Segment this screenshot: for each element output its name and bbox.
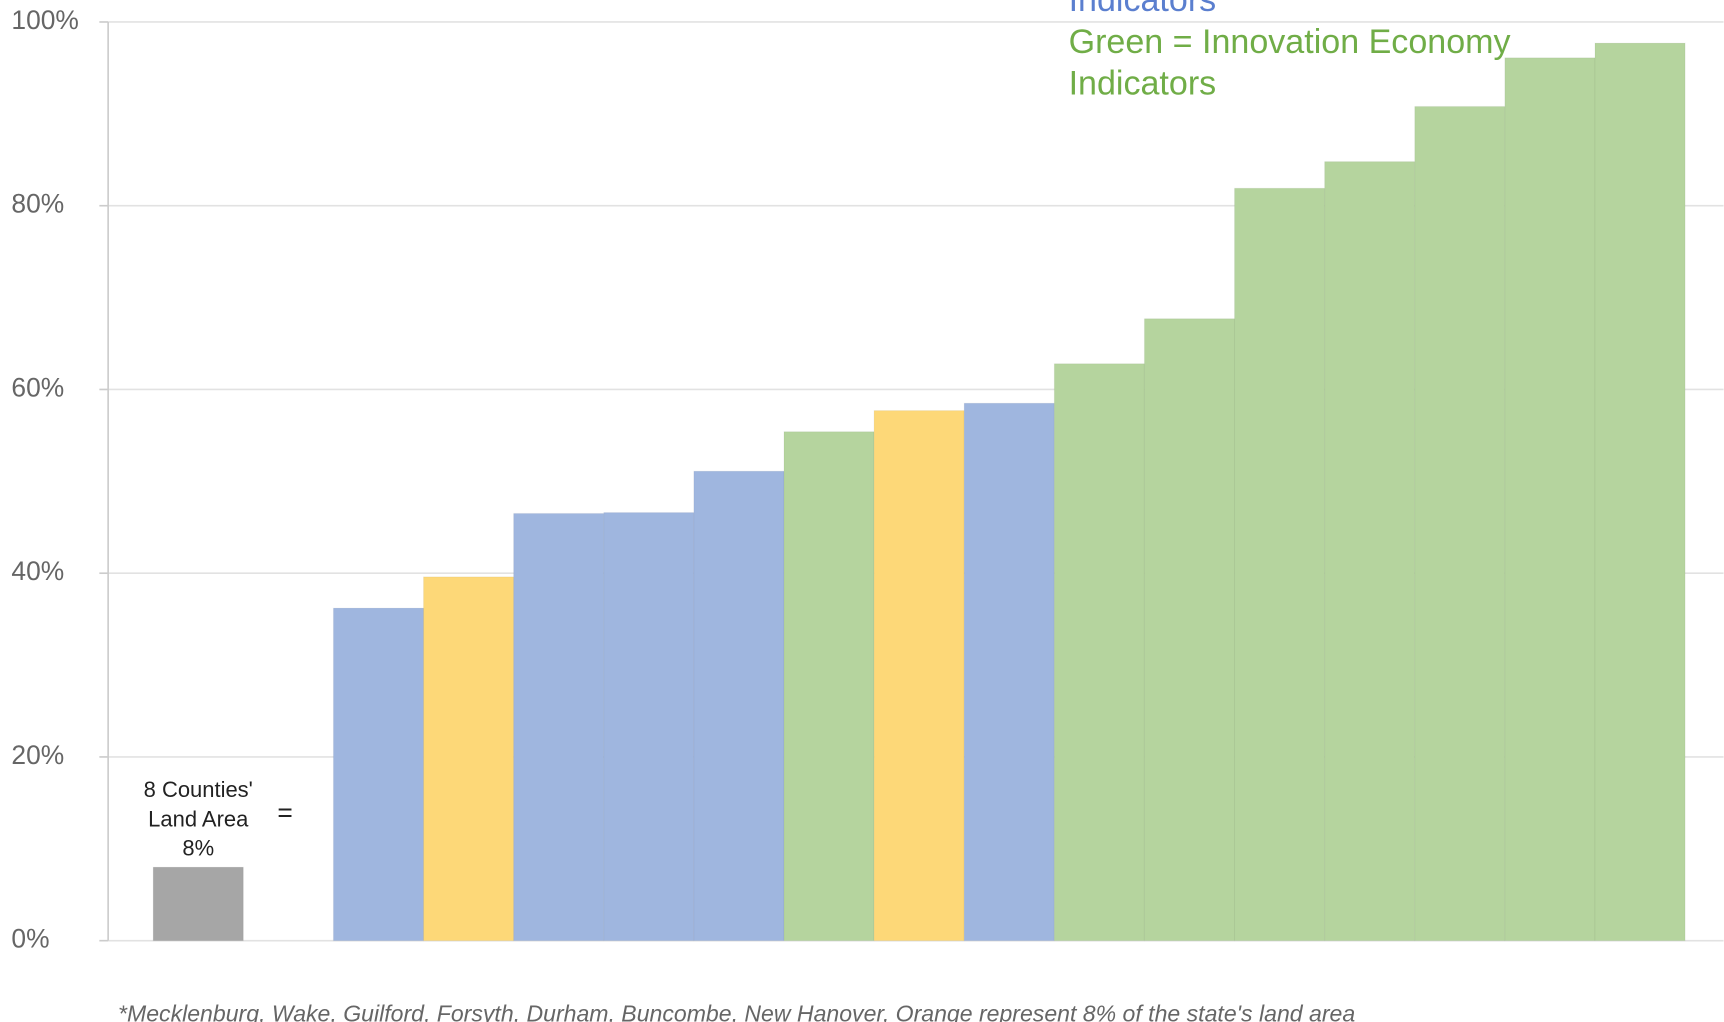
y-tick-label: 80% — [11, 189, 64, 219]
bar — [1324, 161, 1416, 942]
y-tick-label: 0% — [11, 924, 49, 954]
bar — [873, 410, 965, 942]
y-tick-label: 20% — [11, 740, 64, 770]
annotation-equals: = — [277, 797, 292, 827]
bar — [1504, 57, 1596, 942]
bar — [693, 470, 785, 942]
annotation: 8 Counties' — [144, 777, 253, 802]
annotation: Land Area — [148, 807, 249, 832]
y-tick-label: 100% — [11, 5, 78, 35]
bar — [332, 607, 425, 942]
bar — [1594, 42, 1686, 942]
footnote: *Mecklenburg, Wake, Guilford, Forsyth, D… — [118, 1001, 1355, 1022]
bar — [1233, 187, 1326, 942]
legend-text: Green = Innovation Economy — [1069, 23, 1511, 61]
value-label: 8% — [182, 835, 214, 860]
bar — [152, 866, 244, 942]
bar — [1414, 105, 1506, 942]
bar — [1053, 363, 1145, 942]
bar — [422, 576, 515, 942]
bar — [603, 512, 695, 942]
legend-text: Indicators — [1069, 0, 1217, 19]
legend-text: Indicators — [1069, 65, 1217, 103]
y-tick-label: 40% — [11, 556, 64, 586]
bar — [783, 431, 875, 942]
bar — [1143, 318, 1236, 942]
y-tick-label: 60% — [11, 372, 64, 402]
bar — [963, 402, 1055, 942]
bar — [513, 512, 605, 942]
